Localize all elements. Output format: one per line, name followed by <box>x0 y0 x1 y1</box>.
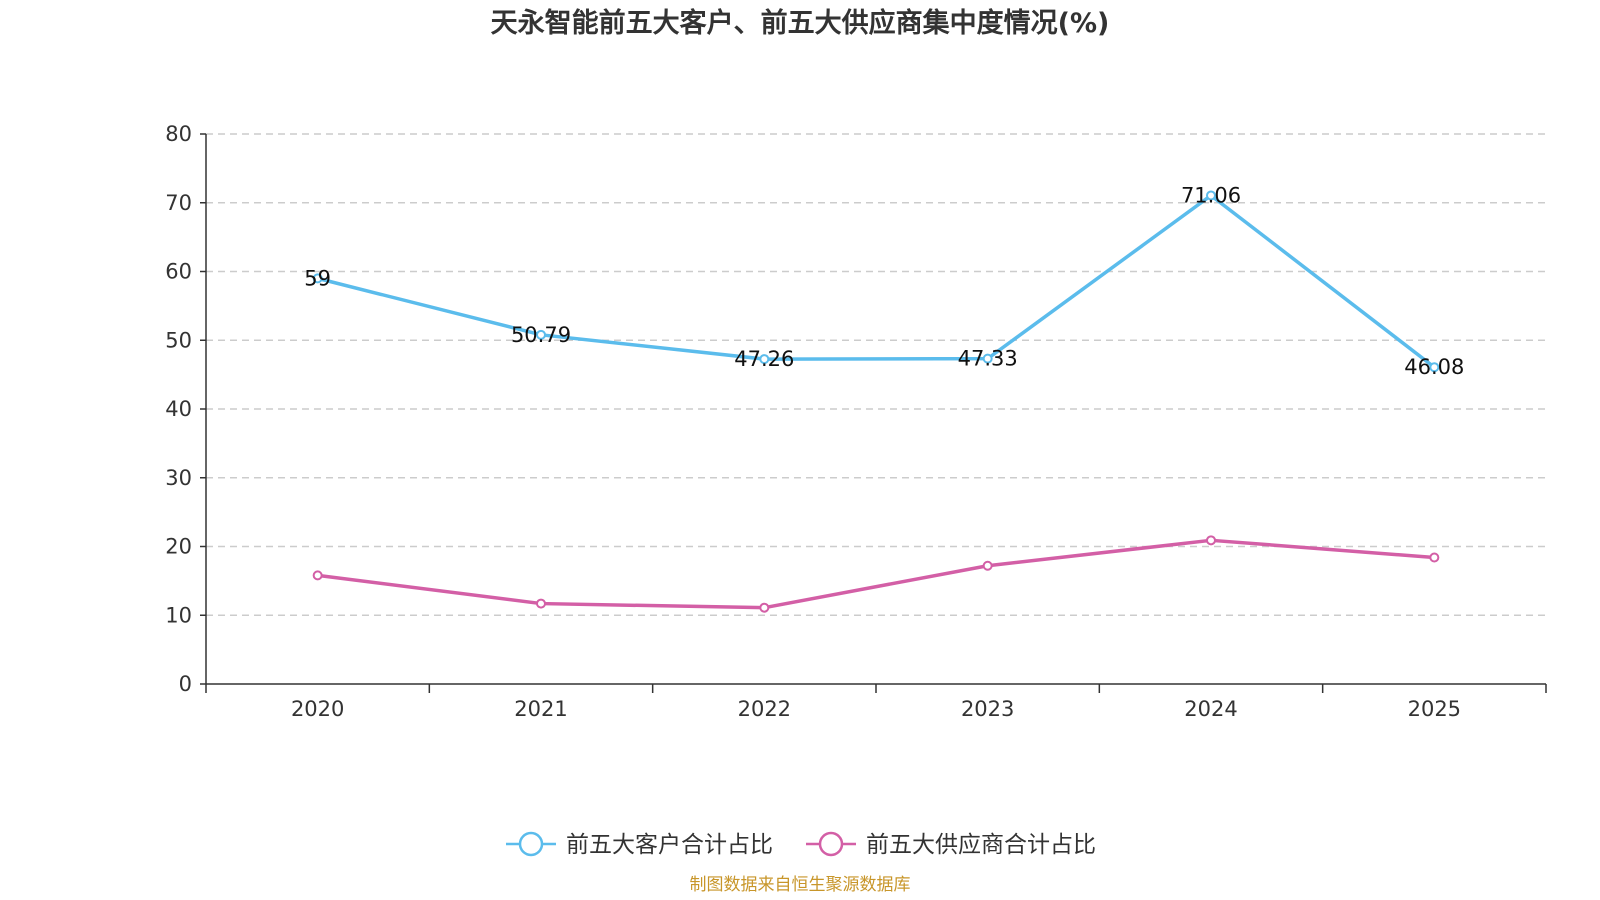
data-point <box>759 602 770 613</box>
data-point <box>1206 535 1216 546</box>
axes: 0 10 20 30 40 50 60 70 80 2020 2021 2022 2023 2024 202… <box>165 122 1547 721</box>
data-point <box>536 329 546 340</box>
legend-item-1[interactable]: 前五大客户合计占比 <box>506 831 773 858</box>
data-labels: 59 50.79 47.26 47.33 71.06 46.08 <box>304 183 1464 379</box>
data-point <box>312 273 323 284</box>
x-tick-label: 2024 <box>1184 697 1237 721</box>
data-point <box>536 598 546 609</box>
data-point <box>1429 362 1440 373</box>
data-point <box>1429 552 1440 563</box>
y-tick-label: 70 <box>165 191 192 215</box>
x-tick-label: 2025 <box>1408 697 1461 721</box>
data-label: 46.08 <box>1404 355 1464 379</box>
x-tick-label: 2021 <box>514 697 567 721</box>
source-note: 制图数据来自恒生聚源数据库 <box>690 875 911 895</box>
series-line-2 <box>317 538 1435 610</box>
y-tick-label: 0 <box>179 672 192 696</box>
legend-label: 前五大供应商合计占比 <box>866 832 1096 858</box>
legend[interactable]: 前五大客户合计占比 前五大供应商合计占比 <box>506 831 1096 858</box>
legend-label: 前五大客户合计占比 <box>566 832 773 858</box>
data-point <box>312 570 323 581</box>
data-point <box>982 353 993 364</box>
series-line-1 <box>317 193 1436 369</box>
x-tick-label: 2022 <box>738 697 791 721</box>
x-tick-label: 2023 <box>961 697 1014 721</box>
data-point <box>759 354 770 365</box>
data-label: 59 <box>304 266 331 290</box>
grid-lines <box>206 133 1546 616</box>
series-layer <box>312 190 1440 613</box>
data-point <box>1206 190 1216 201</box>
data-label: 50.79 <box>511 323 571 347</box>
data-label: 47.33 <box>958 347 1018 371</box>
y-tick-label: 80 <box>165 122 192 146</box>
data-label: 47.26 <box>734 347 794 371</box>
y-tick-label: 10 <box>165 603 192 627</box>
legend-marker-icon <box>818 831 844 857</box>
data-label: 71.06 <box>1181 183 1241 207</box>
y-tick-label: 50 <box>165 328 192 352</box>
legend-marker-icon <box>518 831 544 857</box>
y-tick-label: 40 <box>165 397 192 421</box>
y-tick-label: 20 <box>165 535 192 559</box>
data-point <box>982 560 993 571</box>
chart-title: 天永智能前五大客户、前五大供应商集中度情况(%) <box>491 7 1110 39</box>
legend-item-2[interactable]: 前五大供应商合计占比 <box>806 831 1096 858</box>
y-tick-label: 30 <box>165 466 192 490</box>
y-tick-label: 60 <box>165 260 192 284</box>
x-tick-label: 2020 <box>291 697 344 721</box>
